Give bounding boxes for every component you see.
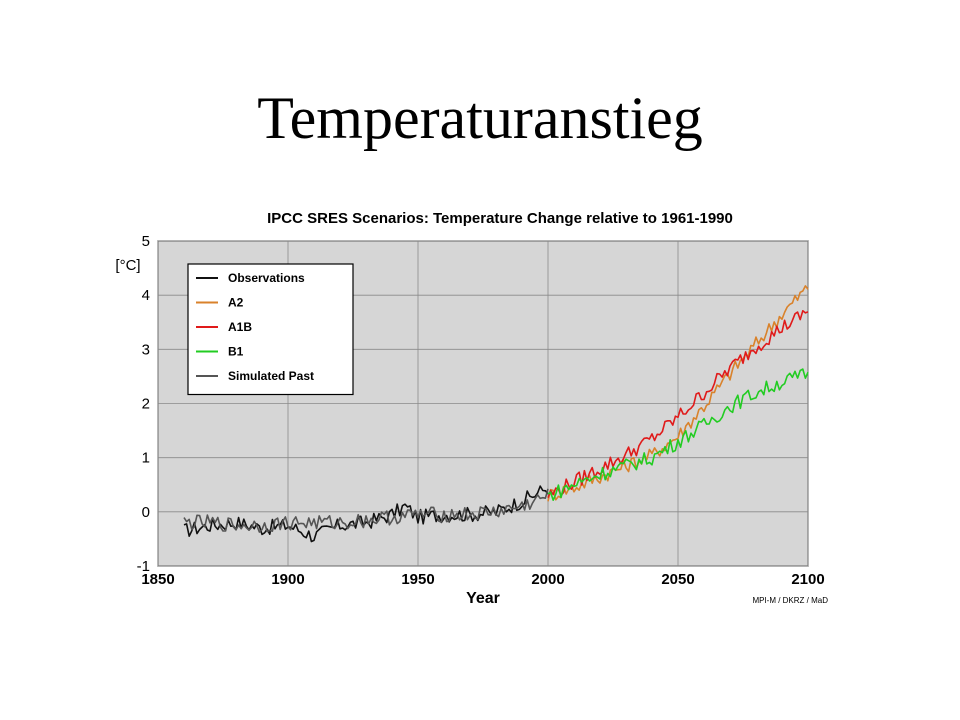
x-tick-label: 2000 <box>531 571 564 588</box>
y-axis-label: [°C] <box>115 257 140 274</box>
series-line-simulated-past <box>183 488 549 533</box>
legend: Observations A2 A1B B1 Simulated Past <box>187 263 354 396</box>
y-tick-label: 4 <box>142 287 150 304</box>
x-axis-label: Year <box>466 590 500 607</box>
y-tick-label: 0 <box>142 504 150 521</box>
temperature-chart: IPCC SRES Scenarios: Temperature Change … <box>115 210 828 607</box>
x-tick-label: 2050 <box>661 571 694 588</box>
series-line-b1 <box>547 368 809 501</box>
y-tick-label: -1 <box>137 558 150 575</box>
x-tick-labels: 1850 1900 1950 2000 2050 2100 <box>141 571 824 588</box>
legend-label: A2 <box>228 296 244 310</box>
y-tick-labels: -1 0 1 2 3 4 5 <box>137 233 150 575</box>
series-line-a1b <box>547 310 809 498</box>
x-tick-label: 1900 <box>271 571 304 588</box>
series-line-observations <box>183 485 549 543</box>
legend-label: Observations <box>228 271 305 285</box>
slide-title: Temperaturanstieg <box>257 85 703 151</box>
y-tick-label: 5 <box>142 233 150 250</box>
chart-title: IPCC SRES Scenarios: Temperature Change … <box>267 210 733 227</box>
y-tick-label: 3 <box>142 341 150 358</box>
legend-label: A1B <box>228 320 252 334</box>
credit-text: MPI-M / DKRZ / MaD <box>752 596 828 605</box>
x-tick-label: 1850 <box>141 571 174 588</box>
y-tick-label: 2 <box>142 396 150 413</box>
legend-label: Simulated Past <box>228 369 314 383</box>
y-tick-label: 1 <box>142 450 150 467</box>
series-layer <box>183 285 809 543</box>
legend-label: B1 <box>228 345 244 359</box>
x-tick-label: 2100 <box>791 571 824 588</box>
x-tick-label: 1950 <box>401 571 434 588</box>
series-line-a2 <box>547 285 809 502</box>
chart-container: IPCC SRES Scenarios: Temperature Change … <box>100 195 860 615</box>
legend-box <box>187 263 354 396</box>
